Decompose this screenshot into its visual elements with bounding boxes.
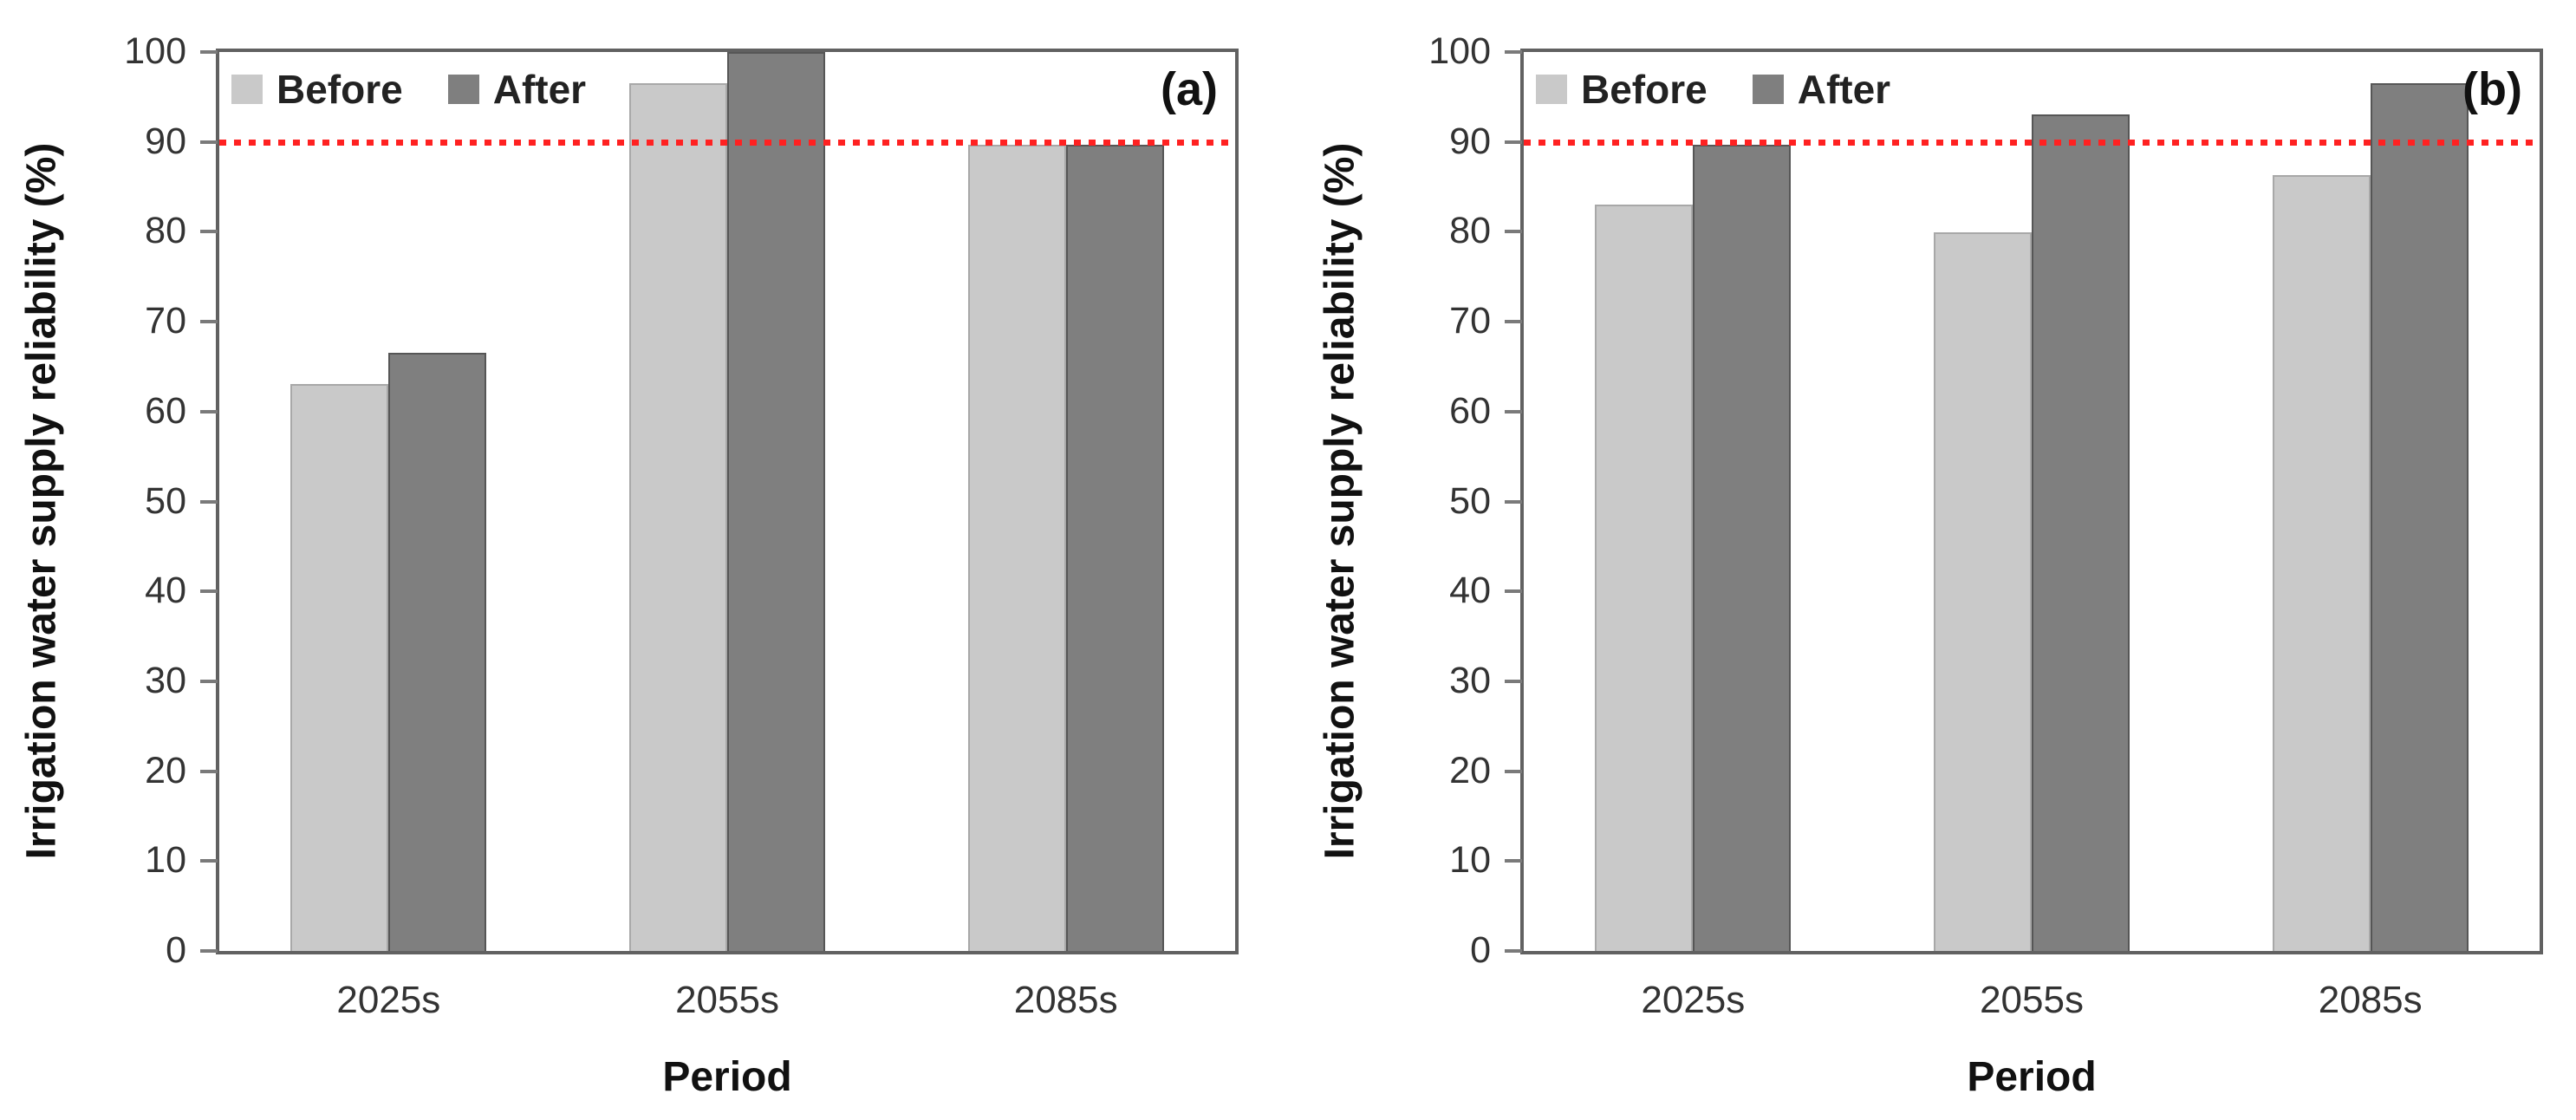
y-tick-label: 10 [1449, 839, 1491, 882]
y-tick-label: 90 [1449, 120, 1491, 162]
x-tick-row: 2025s 2055s 2085s [1524, 979, 2540, 1022]
y-tick-mark [1505, 949, 1522, 953]
x-axis-title: Period [1967, 1054, 2097, 1100]
y-tick-mark [1505, 499, 1522, 504]
legend-swatch-icon [447, 75, 479, 104]
y-tick-mark [200, 50, 218, 54]
y-tick-mark [200, 589, 218, 594]
plot-area: Before After (b) [1520, 49, 2543, 954]
y-tick-mark [1505, 859, 1522, 863]
y-tick-mark [200, 140, 218, 144]
y-tick-label: 100 [124, 30, 186, 72]
y-tick-label: 30 [145, 659, 186, 701]
y-tick-label: 50 [1449, 479, 1491, 522]
y-tick-label: 20 [145, 749, 186, 791]
panel-letter: (b) [2462, 63, 2522, 115]
legend-label: After [492, 67, 587, 112]
y-tick-mark [200, 320, 218, 324]
y-tick-mark [1505, 589, 1522, 594]
bar-after-2025s [388, 353, 487, 951]
y-tick-label: 0 [1470, 929, 1491, 971]
bar-before-2025s [1595, 205, 1694, 951]
x-tick-label-2025s: 2025s [336, 979, 441, 1021]
x-tick-label-2085s: 2085s [1013, 979, 1118, 1021]
legend-swatch-icon [231, 75, 263, 104]
y-tick-mark [1505, 769, 1522, 773]
y-axis-title: Irrigation water supply reliability (%) [18, 142, 65, 860]
y-tick-mark [1505, 50, 1522, 54]
bar-before-2055s [629, 83, 727, 951]
y-tick-mark [200, 769, 218, 773]
legend-item-before: Before [231, 69, 403, 109]
y-tick-mark [200, 949, 218, 953]
y-tick-mark [1505, 140, 1522, 144]
legend-item-before: Before [1536, 69, 1708, 109]
legend-label: Before [1581, 67, 1708, 112]
y-tick-label: 60 [145, 389, 186, 432]
legend-item-after: After [1752, 67, 1891, 112]
x-tick-label-2055s: 2055s [1980, 979, 2084, 1021]
y-tick-mark [1505, 230, 1522, 234]
chart-panel-a: Irrigation water supply reliability (%) … [18, 30, 1239, 1100]
y-tick-label: 60 [1449, 389, 1491, 432]
y-tick-label: 70 [145, 300, 186, 342]
bar-after-2085s [2370, 83, 2469, 951]
legend-label: After [1797, 67, 1891, 112]
bar-before-2055s [1934, 232, 2032, 951]
y-tick-mark [1505, 679, 1522, 683]
threshold-line-90 [219, 139, 1235, 146]
chart-panel-b: Irrigation water supply reliability (%) … [1288, 0, 2576, 1120]
legend-label: Before [276, 67, 403, 112]
legend-swatch-icon [1536, 75, 1567, 104]
y-tick-mark [200, 499, 218, 504]
x-axis-title: Period [662, 1054, 792, 1100]
legend-swatch-icon [1752, 75, 1784, 104]
y-tick-label: 90 [145, 120, 186, 162]
x-tick-label-2025s: 2025s [1641, 979, 1746, 1021]
y-tick-label: 100 [1428, 30, 1491, 72]
y-tick-label: 50 [145, 479, 186, 522]
y-tick-mark [200, 230, 218, 234]
y-tick-mark [200, 409, 218, 413]
bar-before-2085s [967, 144, 1066, 951]
x-tick-label-2085s: 2085s [2318, 979, 2423, 1021]
legend: Before After [231, 69, 586, 109]
panel-letter: (a) [1161, 63, 1218, 115]
legend-item-after: After [447, 67, 587, 112]
x-tick-label-2055s: 2055s [675, 979, 779, 1021]
y-tick-mark [200, 679, 218, 683]
y-tick-label: 80 [1449, 210, 1491, 252]
legend: Before After [1536, 69, 1890, 109]
threshold-line-90 [1524, 139, 2540, 146]
plot-area: Before After (a) [216, 49, 1239, 954]
bar-after-2025s [1693, 144, 1792, 951]
y-tick-label: 20 [1449, 749, 1491, 791]
y-tick-label: 40 [145, 570, 186, 612]
y-tick-label: 80 [145, 210, 186, 252]
bar-before-2085s [2272, 175, 2371, 951]
bar-after-2055s [727, 52, 825, 951]
y-axis-title: Irrigation water supply reliability (%) [1317, 142, 1363, 860]
y-tick-mark [1505, 409, 1522, 413]
y-tick-label: 70 [1449, 300, 1491, 342]
bar-after-2085s [1065, 144, 1164, 951]
y-tick-mark [1505, 320, 1522, 324]
x-tick-row: 2025s 2055s 2085s [219, 979, 1235, 1022]
bar-before-2025s [290, 383, 389, 951]
y-tick-label: 40 [1449, 570, 1491, 612]
y-tick-label: 0 [166, 929, 186, 971]
y-tick-label: 30 [1449, 659, 1491, 701]
y-tick-mark [200, 859, 218, 863]
bar-after-2055s [2032, 114, 2130, 951]
y-tick-label: 10 [145, 839, 186, 882]
